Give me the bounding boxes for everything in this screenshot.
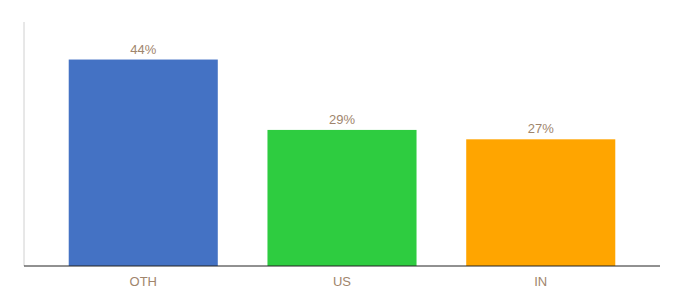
data-label: 27% xyxy=(528,121,554,136)
bar xyxy=(267,130,416,266)
bars xyxy=(69,60,616,266)
data-label: 29% xyxy=(329,112,355,127)
chart-container: 44% 29% 27% OTH US IN xyxy=(0,0,680,300)
bar xyxy=(69,60,218,266)
data-label: 44% xyxy=(130,42,156,57)
data-labels: 44% 29% 27% xyxy=(130,42,554,137)
y-axis-line xyxy=(24,22,25,266)
plot-area: 44% 29% 27% OTH US IN xyxy=(24,22,660,289)
x-axis-line xyxy=(24,266,660,267)
x-tick-label: US xyxy=(333,274,351,289)
chart-svg: 44% 29% 27% OTH US IN xyxy=(0,0,680,300)
x-tick-label: IN xyxy=(534,274,547,289)
x-axis: OTH US IN xyxy=(130,274,548,289)
bar xyxy=(466,139,615,266)
x-tick-label: OTH xyxy=(130,274,157,289)
